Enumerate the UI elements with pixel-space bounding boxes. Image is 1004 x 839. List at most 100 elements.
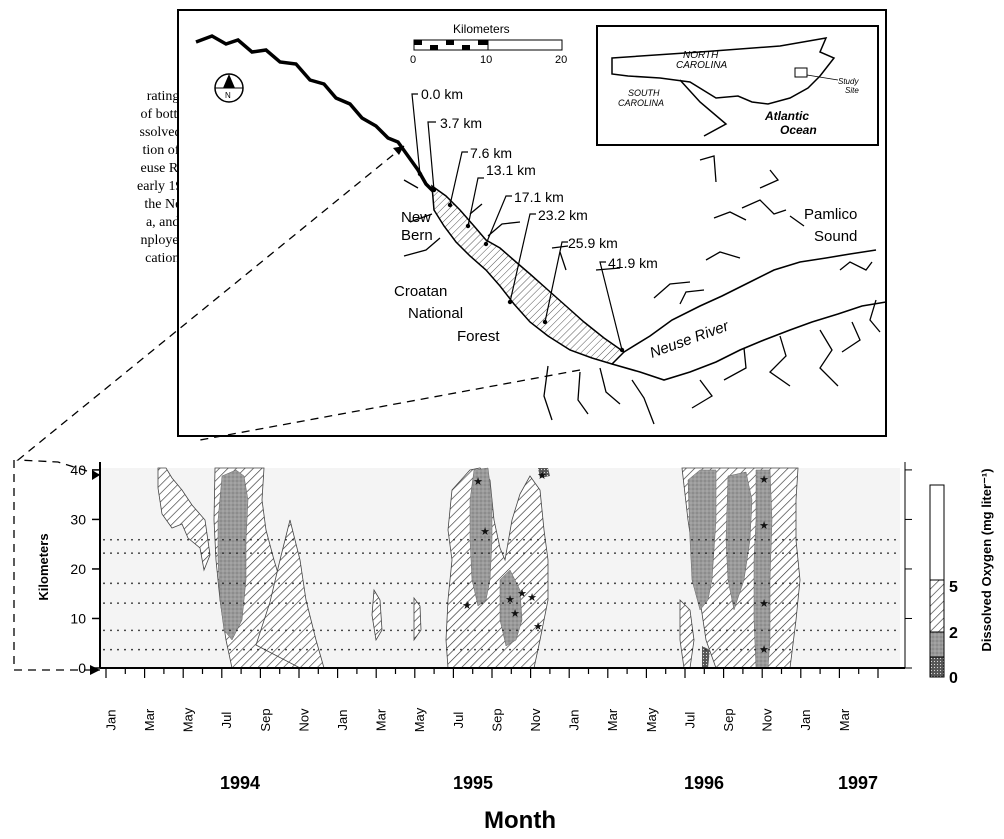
sampling-dot: [474, 552, 476, 555]
sampling-dot: [166, 538, 168, 541]
sampling-dot: [747, 648, 749, 651]
sampling-dot: [705, 538, 707, 541]
sampling-dot: [726, 648, 728, 651]
sampling-dot: [817, 602, 819, 605]
sampling-dot: [383, 648, 385, 651]
sampling-dot: [523, 602, 525, 605]
sampling-dot: [194, 602, 196, 605]
sampling-dot: [327, 538, 329, 541]
sampling-dot: [663, 538, 665, 541]
sampling-dot: [621, 582, 623, 585]
x-tick-label: Mar: [605, 708, 620, 731]
sampling-dot: [173, 582, 175, 585]
sampling-dot: [642, 552, 644, 555]
sampling-dot: [236, 648, 238, 651]
sampling-dot: [712, 602, 714, 605]
sampling-dot: [320, 629, 322, 632]
sampling-dot: [558, 582, 560, 585]
sampling-dot: [453, 582, 455, 585]
sampling-dot: [733, 582, 735, 585]
sampling-dot: [649, 629, 651, 632]
do-region-stippled: [499, 569, 523, 647]
sampling-dot: [593, 538, 595, 541]
sampling-dot: [124, 538, 126, 541]
sampling-dot: [712, 582, 714, 585]
sampling-dot: [425, 582, 427, 585]
sampling-dot: [327, 552, 329, 555]
sampling-dot: [453, 552, 455, 555]
sampling-dot: [558, 538, 560, 541]
sampling-dot: [362, 629, 364, 632]
sampling-dot: [621, 538, 623, 541]
sampling-dot: [369, 538, 371, 541]
sampling-dot: [250, 582, 252, 585]
sampling-dot: [467, 538, 469, 541]
sampling-dot: [880, 582, 882, 585]
sampling-dot: [516, 602, 518, 605]
sampling-dot: [264, 538, 266, 541]
sampling-dot: [271, 629, 273, 632]
sampling-dot: [194, 629, 196, 632]
x-tick-label: Jan: [335, 710, 350, 731]
sampling-dot: [488, 552, 490, 555]
sampling-dot: [187, 538, 189, 541]
sampling-dot: [285, 648, 287, 651]
sampling-dot: [222, 538, 224, 541]
x-tick-label: Sep: [721, 708, 736, 731]
sampling-dot: [173, 648, 175, 651]
sampling-dot: [852, 538, 854, 541]
sampling-dot: [145, 629, 147, 632]
legend-swatch-hatched: [929, 579, 945, 633]
sampling-dot: [481, 538, 483, 541]
sampling-dot: [565, 629, 567, 632]
sampling-dot: [754, 602, 756, 605]
sampling-dot: [684, 602, 686, 605]
sampling-dot: [810, 552, 812, 555]
sampling-dot: [292, 602, 294, 605]
sampling-dot: [551, 602, 553, 605]
sampling-dot: [649, 602, 651, 605]
sampling-dot: [544, 552, 546, 555]
sampling-dot: [467, 552, 469, 555]
sampling-dot: [495, 648, 497, 651]
sampling-dot: [138, 538, 140, 541]
sampling-dot: [705, 602, 707, 605]
sampling-dot: [628, 582, 630, 585]
inset-label: SOUTH: [628, 88, 660, 98]
sampling-dot: [418, 582, 420, 585]
y-tick-label: 10: [70, 610, 86, 626]
sampling-dot: [495, 552, 497, 555]
sampling-dot: [768, 538, 770, 541]
sampling-dot: [775, 629, 777, 632]
sampling-dot: [180, 648, 182, 651]
do-region-stippled: [687, 469, 717, 611]
sampling-dot: [299, 582, 301, 585]
sampling-dot: [656, 629, 658, 632]
sampling-dot: [642, 582, 644, 585]
sampling-dot: [117, 648, 119, 651]
sampling-dot: [460, 582, 462, 585]
sampling-dot: [607, 629, 609, 632]
sampling-dot: [397, 538, 399, 541]
sampling-dot: [551, 552, 553, 555]
x-tick-label: Jan: [103, 710, 118, 731]
sampling-dot: [768, 648, 770, 651]
neuse-estuary-body: [431, 184, 626, 365]
sampling-dot: [411, 582, 413, 585]
y-axis-ticks: 0 10 20 30 40: [70, 462, 912, 676]
sampling-dot: [726, 602, 728, 605]
sampling-dot: [355, 602, 357, 605]
sampling-dot: [502, 552, 504, 555]
sampling-dot: [523, 552, 525, 555]
sampling-dot: [187, 582, 189, 585]
sampling-dot: [299, 538, 301, 541]
sampling-dot: [376, 648, 378, 651]
sampling-dot: [530, 538, 532, 541]
sampling-dot: [425, 538, 427, 541]
sampling-dot: [817, 648, 819, 651]
sampling-dot: [187, 629, 189, 632]
sampling-dot: [768, 602, 770, 605]
sampling-dot: [166, 602, 168, 605]
sampling-dot: [341, 552, 343, 555]
